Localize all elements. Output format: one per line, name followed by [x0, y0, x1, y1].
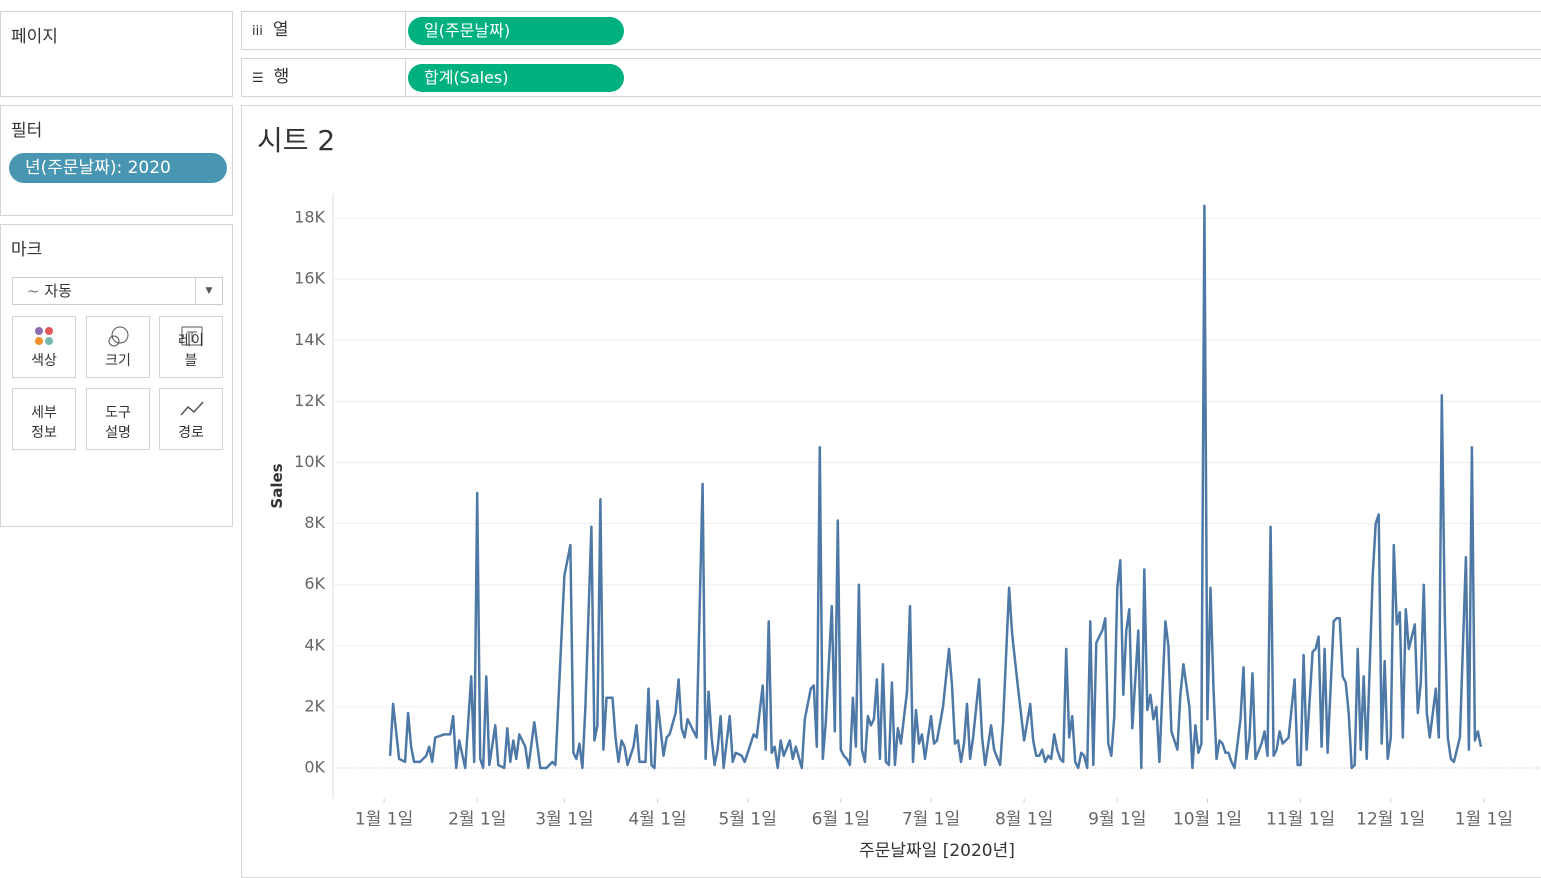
x-tick-label: 6월 1일 [812, 810, 870, 830]
pages-pane: 페이지 [0, 11, 233, 97]
button-label: 레이블 [178, 333, 204, 369]
y-tick-label: 6K [304, 574, 325, 593]
y-tick-label: 4K [304, 635, 325, 654]
y-axis-title: Sales [268, 463, 286, 508]
mark-button[interactable]: 경로 [159, 388, 223, 450]
shelf-label: iii 열 [242, 12, 406, 49]
icon [35, 327, 53, 345]
columns-shelf: iii 열 일(주문날짜) [241, 11, 1541, 50]
label: 열 [272, 20, 289, 40]
line [388, 204, 1483, 770]
icon [180, 401, 204, 416]
marks-pane: 마크 ~ 자동 ▼ 색상 크기 레이블 세부 정보 도구 설명 경로 [0, 224, 233, 527]
mark-type-dropdown[interactable]: ~ 자동 ▼ [12, 277, 223, 305]
shelf-label: ☰ 행 [242, 59, 406, 96]
x-tick-label: 3월 1일 [535, 810, 593, 830]
button-label: 도구 설명 [105, 405, 131, 441]
y-tick-label: 2K [304, 696, 325, 715]
button-label: 세부 정보 [31, 405, 57, 441]
icon: ☰ [252, 71, 264, 86]
rows-shelf: ☰ 행 합계(Sales) [241, 58, 1541, 97]
y-tick-label: 14K [294, 330, 325, 349]
mark-button[interactable]: 색상 [12, 316, 76, 378]
icon: ~ [27, 282, 40, 300]
mark-button[interactable]: 레이블 [159, 316, 223, 378]
y-tick-label: 8K [304, 513, 325, 532]
chart: 시트 2 Sales 주문날짜일 [2020년] 0K 2K 4K 6K 8K 10K 12… [241, 105, 1541, 878]
pane-title: 페이지 [11, 27, 58, 47]
chart-title: 시트 2 [257, 124, 335, 157]
x-tick-label: 2월 1일 [448, 810, 506, 830]
mark-type: 자동 [44, 282, 72, 300]
x-tick-label: 10월 1일 [1173, 810, 1242, 830]
pane-title: 마크 [11, 240, 43, 260]
x-tick-label: 7월 1일 [902, 810, 960, 830]
icon [108, 326, 129, 347]
button-label: 크기 [105, 353, 131, 369]
y-tick-label: 16K [294, 269, 325, 288]
x-axis-title: 주문날짜일 [2020년] [859, 841, 1015, 861]
y-tick-label: 18K [294, 208, 325, 227]
button-label: 경로 [178, 425, 204, 441]
pane-title: 필터 [11, 121, 43, 141]
x-tick-label: 9월 1일 [1088, 810, 1146, 830]
x-tick-label: 1월 1일 [1455, 810, 1513, 830]
button-label: 색상 [31, 353, 57, 369]
x-tick-label: 5월 1일 [719, 810, 777, 830]
mark-button[interactable]: 크기 [86, 316, 150, 378]
x-tick-label: 12월 1일 [1356, 810, 1425, 830]
x-tick-label: 8월 1일 [995, 810, 1053, 830]
icon [181, 326, 203, 346]
icon: iii [252, 24, 263, 39]
columns-pill[interactable]: 일(주문날짜) [408, 17, 624, 45]
filters-pane: 필터 년(주문날짜): 2020 [0, 105, 233, 216]
y-tick-label: 10K [294, 452, 325, 471]
filter-pill[interactable]: 년(주문날짜): 2020 [9, 153, 227, 183]
mark-button[interactable]: 도구 설명 [86, 388, 150, 450]
x-tick-label: 4월 1일 [628, 810, 686, 830]
y-tick-label: 12K [294, 391, 325, 410]
label: 행 [273, 67, 290, 87]
mark-button[interactable]: 세부 정보 [12, 388, 76, 450]
x-tick-label: 11월 1일 [1266, 810, 1335, 830]
dropdown-arrow: ▼ [195, 278, 222, 304]
y-tick-label: 0K [304, 758, 325, 777]
x-tick-label: 1월 1일 [355, 810, 413, 830]
rows-pill[interactable]: 합계(Sales) [408, 64, 624, 92]
